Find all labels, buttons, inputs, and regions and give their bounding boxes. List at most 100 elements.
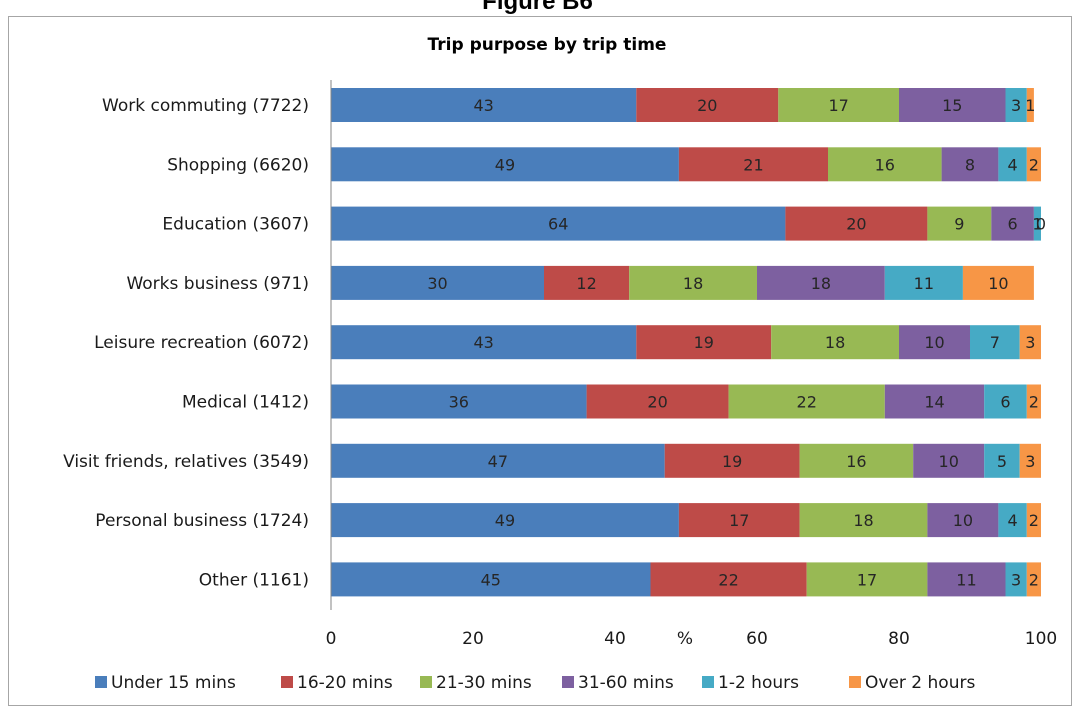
bar-segment [331,206,786,241]
bar-segment [941,147,999,182]
category-label: Work commuting (7722) [102,96,309,116]
bar-segment [884,384,985,419]
data-label: 0 [1036,215,1046,234]
legend-swatch [420,676,432,688]
bar-segment [331,265,544,300]
x-ticks-group: 0 20 40 60 80 100 [326,629,1058,649]
data-label: 7 [990,333,1000,352]
bar-segment [1026,562,1041,597]
data-label: 3 [1025,452,1035,471]
bar-segment [331,562,651,597]
legend-swatch [849,676,861,688]
x-tick-label: 0 [326,629,337,649]
bar-segment [828,147,942,182]
category-label: Other (1161) [199,570,309,590]
data-label: 8 [965,155,975,174]
category-label: Works business (971) [126,274,309,294]
data-label: 18 [825,333,845,352]
bar-segment [331,147,679,182]
data-label: 47 [488,452,508,471]
bar-segment [629,265,757,300]
bar-segment [962,265,1034,300]
bar-segment [636,325,772,360]
bar-segment [927,503,999,538]
bar-segment [331,384,587,419]
bar-segment [1019,443,1041,478]
data-label: 17 [857,570,877,589]
legend-swatch [702,676,714,688]
bar-segment [544,265,630,300]
data-label: 22 [718,570,738,589]
bar-segment [650,562,807,597]
data-label: 12 [576,274,596,293]
bar-segment [984,443,1020,478]
data-label: 3 [1011,570,1021,589]
x-tick-label: 40 [604,629,626,649]
data-label: 11 [914,274,934,293]
data-label: 2 [1029,511,1039,530]
legend-swatch [95,676,107,688]
data-label: 18 [853,511,873,530]
data-label: 2 [1029,393,1039,412]
data-label: 21 [743,155,763,174]
bar-segment [991,206,1034,241]
data-label: 17 [828,96,848,115]
bar-segment [331,325,637,360]
data-label: 43 [473,96,493,115]
data-label: 3 [1025,333,1035,352]
data-label: 45 [481,570,501,589]
legend-label: Over 2 hours [865,673,975,693]
bar-segment [678,147,828,182]
bar-segment [1019,325,1041,360]
data-label: 10 [924,333,944,352]
x-tick-label: 60 [746,629,768,649]
legend-label: 16-20 mins [297,673,393,693]
data-label: 19 [694,333,714,352]
data-label: 20 [846,215,866,234]
data-label: 30 [427,274,447,293]
bar-segment [1005,562,1027,597]
category-label: Leisure recreation (6072) [94,333,309,353]
data-label: 10 [939,452,959,471]
bar-segment [636,88,779,122]
chart-title: Trip purpose by trip time [428,35,667,55]
category-label: Visit friends, relatives (3549) [63,452,309,472]
bar-segment [728,384,885,419]
data-label: 16 [875,155,895,174]
legend-label: 31-60 mins [578,673,674,693]
data-label: 1 [1025,96,1035,115]
bar-segment [331,88,637,122]
bar-segment [806,562,928,597]
data-label: 20 [647,393,667,412]
bar-segment [785,206,928,241]
data-label: 3 [1011,96,1021,115]
bar-segment [778,88,899,122]
bar-segment [899,325,970,360]
data-label: 9 [954,215,964,234]
data-label: 6 [1008,215,1018,234]
bar-segment [678,503,800,538]
data-label: 1 [1032,215,1042,234]
data-label: 6 [1000,393,1010,412]
category-label: Personal business (1724) [95,511,309,531]
legend-swatch [281,676,293,688]
data-label: 2 [1029,155,1039,174]
legend-label: 1-2 hours [718,673,799,693]
bar-segment [331,443,665,478]
bar-segment [927,206,992,241]
data-label: 16 [846,452,866,471]
category-label: Education (3607) [162,215,309,235]
data-label: 15 [942,96,962,115]
data-label: 4 [1008,511,1018,530]
category-label: Medical (1412) [182,393,309,413]
data-label: 49 [495,511,515,530]
bar-segment [984,384,1027,419]
bar-segment [586,384,729,419]
data-label: 17 [729,511,749,530]
bar-segment [1026,147,1041,182]
data-label: 2 [1029,570,1039,589]
data-label: 10 [953,511,973,530]
x-tick-label: 80 [888,629,910,649]
data-label: 10 [988,274,1008,293]
bar-segment [970,325,1020,360]
